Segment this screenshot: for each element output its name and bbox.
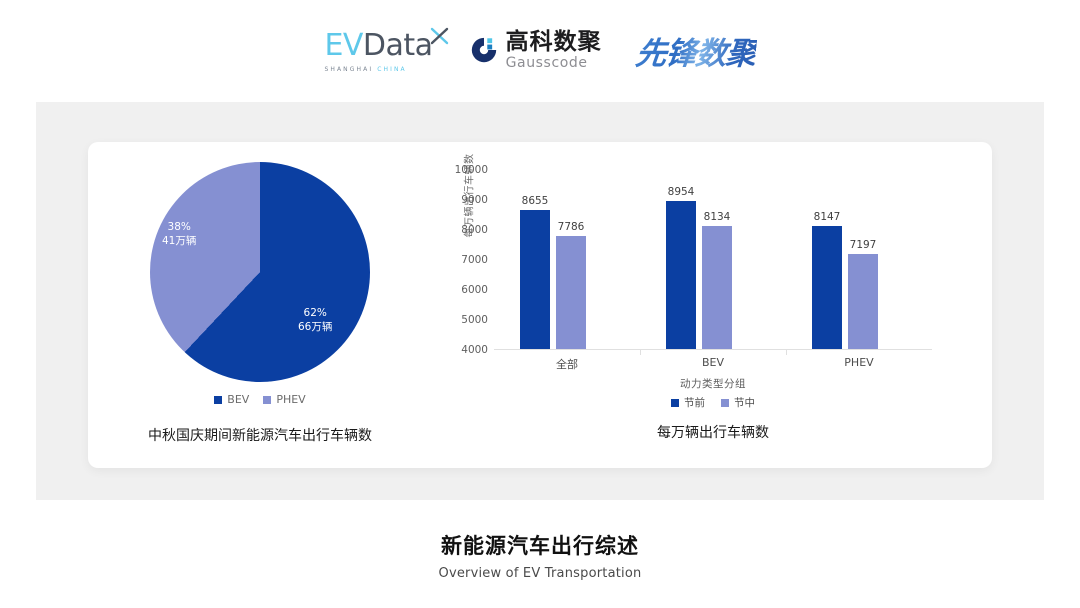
bar-value-label: 8954 <box>667 186 695 199</box>
evdata-wordmark: EVData <box>324 28 433 63</box>
pie-chart: 62% 66万辆 38% 41万辆 <box>150 162 370 382</box>
bar-series-2[interactable]: 7786 <box>556 221 586 350</box>
bar-value-label: 7197 <box>849 239 877 252</box>
bar-x-axis-labels: 全部 BEV PHEV <box>494 356 932 372</box>
bar-legend-label-jiezhong: 节中 <box>734 397 755 409</box>
bar-y-tick: 5000 <box>461 314 488 326</box>
pie-label-phev-percent: 38% <box>167 221 191 233</box>
bar-legend-swatch-jieqian <box>671 398 679 407</box>
bar-y-tick: 6000 <box>461 284 488 296</box>
pie-label-bev-percent: 62% <box>303 307 327 319</box>
bar-value-label: 8147 <box>813 210 841 223</box>
pie-legend-swatch-bev <box>214 395 223 404</box>
bar-series-1[interactable]: 8954 <box>666 186 696 350</box>
evdata-tagline-country: CHINA <box>377 66 407 73</box>
bar-group: 8147 7197 <box>786 170 932 355</box>
bar-chart-block: 每万辆出行车辆数 10000 9000 8000 7000 6000 5000 4000 8… <box>430 150 950 450</box>
bar-group: 8655 7786 <box>494 170 640 350</box>
bar-y-axis-ticks: 10000 9000 8000 7000 6000 5000 4000 <box>446 164 488 356</box>
bar-legend-item-jiezhong: 节中 <box>721 395 755 410</box>
bar-legend-swatch-jiezhong <box>721 398 729 407</box>
gausscode-en-name: Gausscode <box>505 54 588 71</box>
evdata-data-text: Data <box>362 28 433 63</box>
page-footer: 新能源汽车出行综述 Overview of EV Transportation <box>0 530 1080 581</box>
gausscode-cn-name: 高科数聚 <box>505 28 602 55</box>
pie-label-phev: 38% 41万辆 <box>162 220 196 248</box>
gausscode-logo: 高科数聚 Gausscode <box>469 28 602 71</box>
bar-legend-label-jieqian: 节前 <box>684 397 705 409</box>
pie-legend-label-bev: BEV <box>227 393 250 406</box>
pie-label-bev-count: 66万辆 <box>298 321 333 334</box>
bar-x-label: PHEV <box>844 356 874 369</box>
bar-legend-item-jieqian: 节前 <box>671 395 705 410</box>
bar-y-tick: 8000 <box>461 224 488 236</box>
gausscode-c-mark-icon <box>471 37 496 63</box>
pie-legend-item-phev: PHEV <box>263 393 306 406</box>
bar-legend: 节前 节中 <box>494 395 932 410</box>
bar-y-tick: 4000 <box>461 344 488 356</box>
pie-label-phev-count: 41万辆 <box>162 235 197 248</box>
bar-group-separator <box>640 349 641 355</box>
bar-x-axis-title: 动力类型分组 <box>680 378 746 390</box>
pie-slices <box>150 162 370 382</box>
gausscode-text: 高科数聚 Gausscode <box>505 28 602 71</box>
logo-bar: EVData SHANGHAI CHINA 高科数聚 Gausscode 先锋数… <box>0 0 1080 100</box>
bar-value-label: 7786 <box>557 221 585 234</box>
bar-series-1[interactable]: 8655 <box>520 195 550 350</box>
bar-y-tick: 7000 <box>461 254 488 266</box>
pie-legend-swatch-phev <box>263 395 272 404</box>
pie-chart-caption: 中秋国庆期间新能源汽车出行车辆数 <box>148 428 372 444</box>
bar-x-label: BEV <box>701 356 725 369</box>
page-title: 新能源汽车出行综述 <box>441 534 639 558</box>
bar-y-tick: 10000 <box>454 164 488 176</box>
bar-series-1[interactable]: 8147 <box>812 211 842 350</box>
pie-legend-item-bev: BEV <box>214 393 249 406</box>
bar-x-label: 全部 <box>556 358 578 371</box>
bar-group-separator <box>786 349 787 355</box>
evdata-tagline-city: SHANGHAI <box>324 66 374 73</box>
xianfeng-logo: 先锋数聚 <box>633 28 758 73</box>
page-subtitle: Overview of EV Transportation <box>438 566 642 581</box>
pie-legend-label-phev: PHEV <box>276 393 306 406</box>
bar-plot-area: 10000 9000 8000 7000 6000 5000 4000 8655 7786 89… <box>455 164 932 356</box>
bar-group: 8954 8134 <box>640 170 786 355</box>
bar-chart-caption: 每万辆出行车辆数 <box>657 425 769 441</box>
bar-y-tick: 9000 <box>461 194 488 206</box>
bar-series-2[interactable]: 8134 <box>702 211 732 350</box>
bar-value-label: 8134 <box>703 210 731 223</box>
evdata-tagline: SHANGHAI CHINA <box>324 66 406 73</box>
evdata-logo: EVData SHANGHAI CHINA <box>324 27 448 73</box>
pie-chart-block: 62% 66万辆 38% 41万辆 BEV PHEV 中秋国庆期间新能源汽车出行… <box>100 150 450 450</box>
bar-groups: 8655 7786 8954 8134 8147 7197 <box>494 170 932 355</box>
bar-value-label: 8655 <box>521 195 549 208</box>
pie-label-bev: 62% 66万辆 <box>298 306 332 334</box>
x-mark-icon <box>430 27 448 45</box>
bar-x-axis-line <box>494 349 932 350</box>
evdata-ev-text: EV <box>324 28 363 63</box>
bar-series-2[interactable]: 7197 <box>848 239 878 350</box>
pie-legend: BEV PHEV <box>100 393 420 406</box>
